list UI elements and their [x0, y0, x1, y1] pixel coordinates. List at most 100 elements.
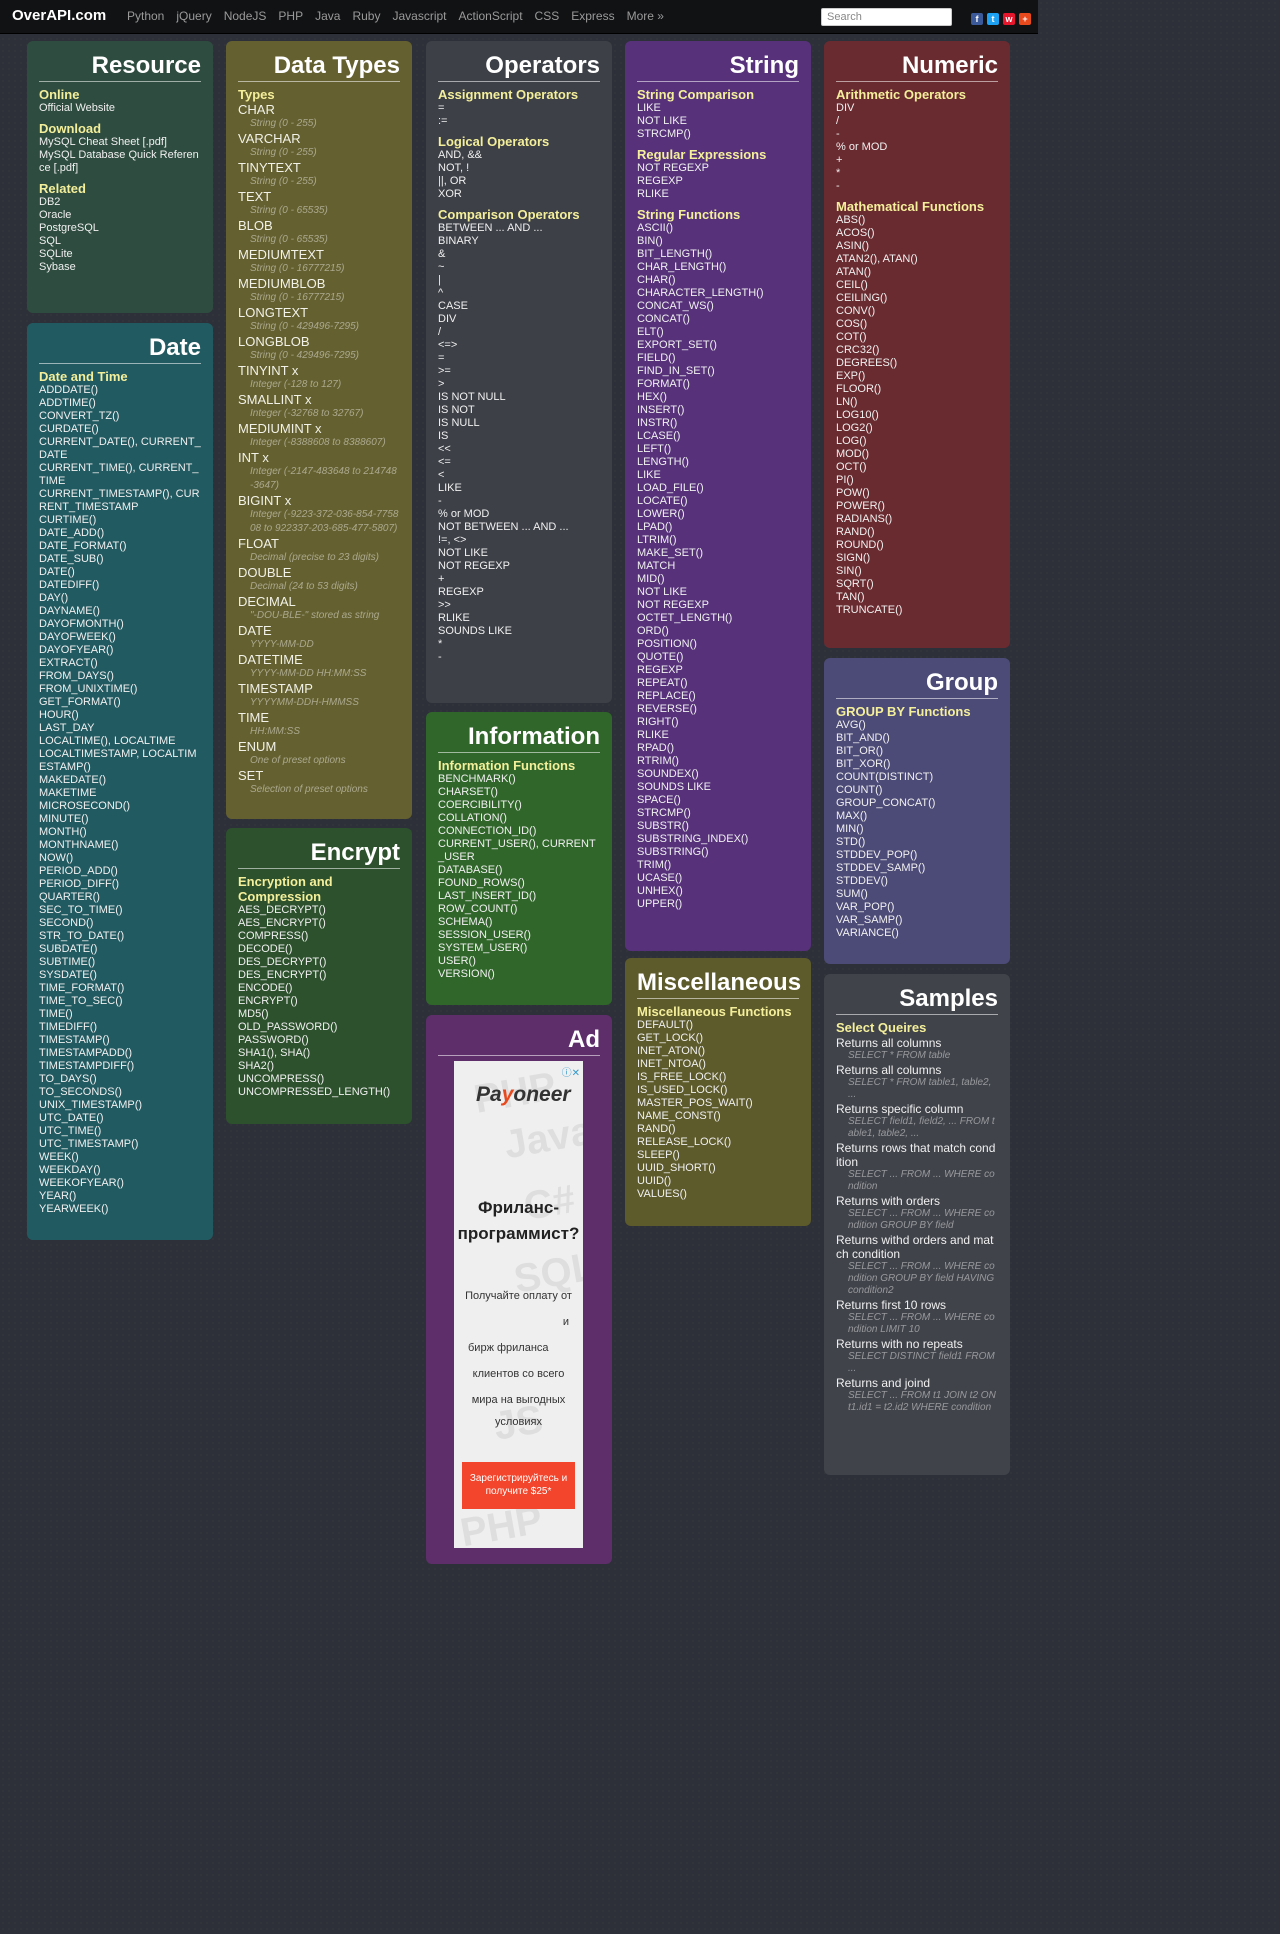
- list-item[interactable]: DEGREES(): [836, 357, 898, 369]
- ad-banner[interactable]: PHP Java C# SQL JS PHP SC ⓘ✕ Payoneer Фр…: [454, 1061, 583, 1548]
- list-item[interactable]: Returns specific column: [836, 1102, 964, 1116]
- list-item[interactable]: NAME_CONST(): [637, 1110, 721, 1122]
- list-item[interactable]: SUBDATE(): [39, 943, 98, 955]
- list-item[interactable]: OCT(): [836, 461, 867, 473]
- list-item[interactable]: VAR_POP(): [836, 901, 895, 913]
- list-item[interactable]: Returns withd orders and match condition: [836, 1233, 994, 1261]
- list-item[interactable]: CURRENT_USER(), CURRENT_USER: [438, 838, 596, 863]
- list-item[interactable]: CONNECTION_ID(): [438, 825, 537, 837]
- list-item[interactable]: =: [438, 102, 445, 114]
- list-item[interactable]: UUID_SHORT(): [637, 1162, 716, 1174]
- list-item[interactable]: PostgreSQL: [39, 222, 99, 234]
- list-item[interactable]: PERIOD_ADD(): [39, 865, 118, 877]
- list-item[interactable]: SMALLINT x: [238, 392, 312, 407]
- list-item[interactable]: REGEXP: [637, 664, 683, 676]
- list-item[interactable]: BIT_OR(): [836, 745, 884, 757]
- list-item[interactable]: ROUND(): [836, 539, 884, 551]
- list-item[interactable]: COMPRESS(): [238, 930, 309, 942]
- list-item[interactable]: /: [438, 326, 442, 338]
- list-item[interactable]: HOUR(): [39, 709, 79, 721]
- list-item[interactable]: TIMESTAMPADD(): [39, 1047, 133, 1059]
- list-item[interactable]: RLIKE: [637, 188, 669, 200]
- list-item[interactable]: -: [438, 651, 442, 663]
- list-item[interactable]: UUID(): [637, 1175, 672, 1187]
- list-item[interactable]: CONV(): [836, 305, 876, 317]
- list-item[interactable]: DATE: [238, 623, 272, 638]
- list-item[interactable]: LIKE: [438, 482, 462, 494]
- list-item[interactable]: ADDTIME(): [39, 397, 96, 409]
- list-item[interactable]: DECODE(): [238, 943, 293, 955]
- facebook-icon[interactable]: f: [971, 13, 983, 25]
- list-item[interactable]: SOUNDEX(): [637, 768, 699, 780]
- list-item[interactable]: >=: [438, 365, 451, 377]
- list-item[interactable]: ATAN2(), ATAN(): [836, 253, 918, 265]
- list-item[interactable]: DOUBLE: [238, 565, 292, 580]
- list-item[interactable]: LN(): [836, 396, 858, 408]
- list-item[interactable]: IS NOT: [438, 404, 475, 416]
- list-item[interactable]: <<: [438, 443, 451, 455]
- list-item[interactable]: RADIANS(): [836, 513, 893, 525]
- list-item[interactable]: CHARACTER_LENGTH(): [637, 287, 764, 299]
- list-item[interactable]: IS_FREE_LOCK(): [637, 1071, 727, 1083]
- list-item[interactable]: NOT REGEXP: [637, 599, 709, 611]
- list-item[interactable]: CURDATE(): [39, 423, 99, 435]
- list-item[interactable]: REVERSE(): [637, 703, 697, 715]
- list-item[interactable]: CURTIME(): [39, 514, 97, 526]
- list-item[interactable]: LENGTH(): [637, 456, 689, 468]
- nav-link-actionscript[interactable]: ActionScript: [458, 9, 523, 23]
- list-item[interactable]: MONTHNAME(): [39, 839, 119, 851]
- list-item[interactable]: LONGBLOB: [238, 334, 310, 349]
- list-item[interactable]: MASTER_POS_WAIT(): [637, 1097, 753, 1109]
- list-item[interactable]: UTC_TIME(): [39, 1125, 102, 1137]
- list-item[interactable]: SQL: [39, 235, 62, 247]
- list-item[interactable]: % or MOD: [438, 508, 490, 520]
- list-item[interactable]: REGEXP: [637, 175, 683, 187]
- list-item[interactable]: YEARWEEK(): [39, 1203, 109, 1215]
- list-item[interactable]: *: [438, 638, 443, 650]
- list-item[interactable]: STRCMP(): [637, 128, 691, 140]
- list-item[interactable]: UPPER(): [637, 898, 683, 910]
- list-item[interactable]: DES_ENCRYPT(): [238, 969, 327, 981]
- list-item[interactable]: DAYNAME(): [39, 605, 100, 617]
- list-item[interactable]: GET_LOCK(): [637, 1032, 704, 1044]
- list-item[interactable]: -: [836, 128, 840, 140]
- list-item[interactable]: POWER(): [836, 500, 885, 512]
- list-item[interactable]: RPAD(): [637, 742, 675, 754]
- list-item[interactable]: ADDDATE(): [39, 384, 99, 396]
- list-item[interactable]: SLEEP(): [637, 1149, 680, 1161]
- list-item[interactable]: LOWER(): [637, 508, 685, 520]
- list-item[interactable]: BINARY: [438, 235, 479, 247]
- nav-link-nodejs[interactable]: NodeJS: [223, 9, 267, 23]
- list-item[interactable]: UCASE(): [637, 872, 683, 884]
- list-item[interactable]: MAX(): [836, 810, 868, 822]
- list-item[interactable]: TIMEDIFF(): [39, 1021, 98, 1033]
- list-item[interactable]: LOCALTIME(), LOCALTIME: [39, 735, 176, 747]
- list-item[interactable]: FLOAT: [238, 536, 279, 551]
- list-item[interactable]: STRCMP(): [637, 807, 691, 819]
- list-item[interactable]: VALUES(): [637, 1188, 687, 1200]
- list-item[interactable]: STDDEV(): [836, 875, 888, 887]
- list-item[interactable]: /: [836, 115, 840, 127]
- list-item[interactable]: DATEDIFF(): [39, 579, 100, 591]
- list-item[interactable]: NOT LIKE: [637, 586, 687, 598]
- list-item[interactable]: BIGINT x: [238, 493, 292, 508]
- list-item[interactable]: VAR_SAMP(): [836, 914, 903, 926]
- list-item[interactable]: Returns all columns: [836, 1036, 942, 1050]
- list-item[interactable]: DAYOFYEAR(): [39, 644, 114, 656]
- list-item[interactable]: IS NOT NULL: [438, 391, 506, 403]
- list-item[interactable]: SOUNDS LIKE: [438, 625, 512, 637]
- list-item[interactable]: MAKEDATE(): [39, 774, 107, 786]
- list-item[interactable]: CRC32(): [836, 344, 880, 356]
- list-item[interactable]: USER(): [438, 955, 476, 967]
- nav-link-more[interactable]: More »: [626, 9, 664, 23]
- list-item[interactable]: XOR: [438, 188, 462, 200]
- list-item[interactable]: MEDIUMBLOB: [238, 276, 326, 291]
- list-item[interactable]: MATCH: [637, 560, 676, 572]
- list-item[interactable]: &: [438, 248, 446, 260]
- list-item[interactable]: STDDEV_SAMP(): [836, 862, 926, 874]
- list-item[interactable]: SIGN(): [836, 552, 871, 564]
- list-item[interactable]: Returns and joind: [836, 1376, 931, 1390]
- list-item[interactable]: SQLite: [39, 248, 73, 260]
- nav-link-css[interactable]: CSS: [534, 9, 560, 23]
- list-item[interactable]: ~: [438, 261, 445, 273]
